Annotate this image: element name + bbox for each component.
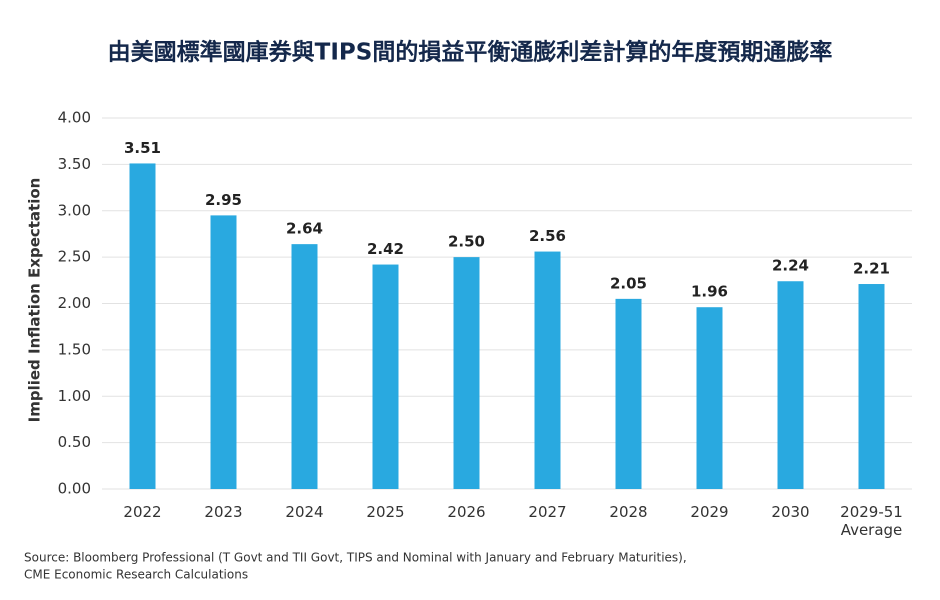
source-note: Source: Bloomberg Professional (T Govt a… <box>24 551 687 565</box>
y-tick-label: 1.50 <box>58 340 91 358</box>
x-tick-label: 2029-51 Average <box>840 503 903 539</box>
bar <box>777 281 804 489</box>
data-label: 2.24 <box>772 257 809 275</box>
bar <box>615 298 642 489</box>
x-tick-label: 2025 <box>366 503 404 521</box>
data-label: 2.56 <box>529 227 566 245</box>
bar <box>453 257 480 489</box>
y-tick-label: 3.00 <box>58 201 91 219</box>
data-label: 2.05 <box>610 274 647 292</box>
bar <box>291 244 318 489</box>
data-label: 2.42 <box>367 240 404 258</box>
x-tick-label: 2023 <box>204 503 242 521</box>
x-tick-label: 2030 <box>771 503 809 521</box>
bar <box>696 307 723 489</box>
data-label: 2.95 <box>205 191 242 209</box>
data-label: 2.21 <box>853 260 890 278</box>
bar <box>534 251 561 489</box>
x-tick-label: 2026 <box>447 503 485 521</box>
bar <box>858 284 885 489</box>
bar <box>372 264 399 489</box>
y-tick-label: 0.50 <box>58 433 91 451</box>
y-tick-label: 2.50 <box>58 248 91 266</box>
y-tick-label: 0.00 <box>58 480 91 498</box>
bar <box>129 163 156 489</box>
y-tick-label: 2.00 <box>58 294 91 312</box>
x-tick-label: 2028 <box>609 503 647 521</box>
y-axis-label: Implied Inflation Expectation <box>26 178 44 423</box>
chart-title: 由美國標準國庫券與TIPS間的損益平衡通膨利差計算的年度預期通膨率 <box>108 39 833 66</box>
source-note: CME Economic Research Calculations <box>24 568 248 582</box>
data-label: 2.50 <box>448 233 485 251</box>
data-label: 2.64 <box>286 220 323 238</box>
y-tick-label: 1.00 <box>58 387 91 405</box>
y-tick-label: 3.50 <box>58 155 91 173</box>
bar <box>210 215 237 489</box>
data-label: 1.96 <box>691 283 728 301</box>
x-tick-label: 2022 <box>123 503 161 521</box>
x-tick-label: 2029 <box>690 503 728 521</box>
y-tick-label: 4.00 <box>58 109 91 127</box>
x-tick-label: 2024 <box>285 503 323 521</box>
x-tick-label: 2027 <box>528 503 566 521</box>
data-label: 3.51 <box>124 139 161 157</box>
